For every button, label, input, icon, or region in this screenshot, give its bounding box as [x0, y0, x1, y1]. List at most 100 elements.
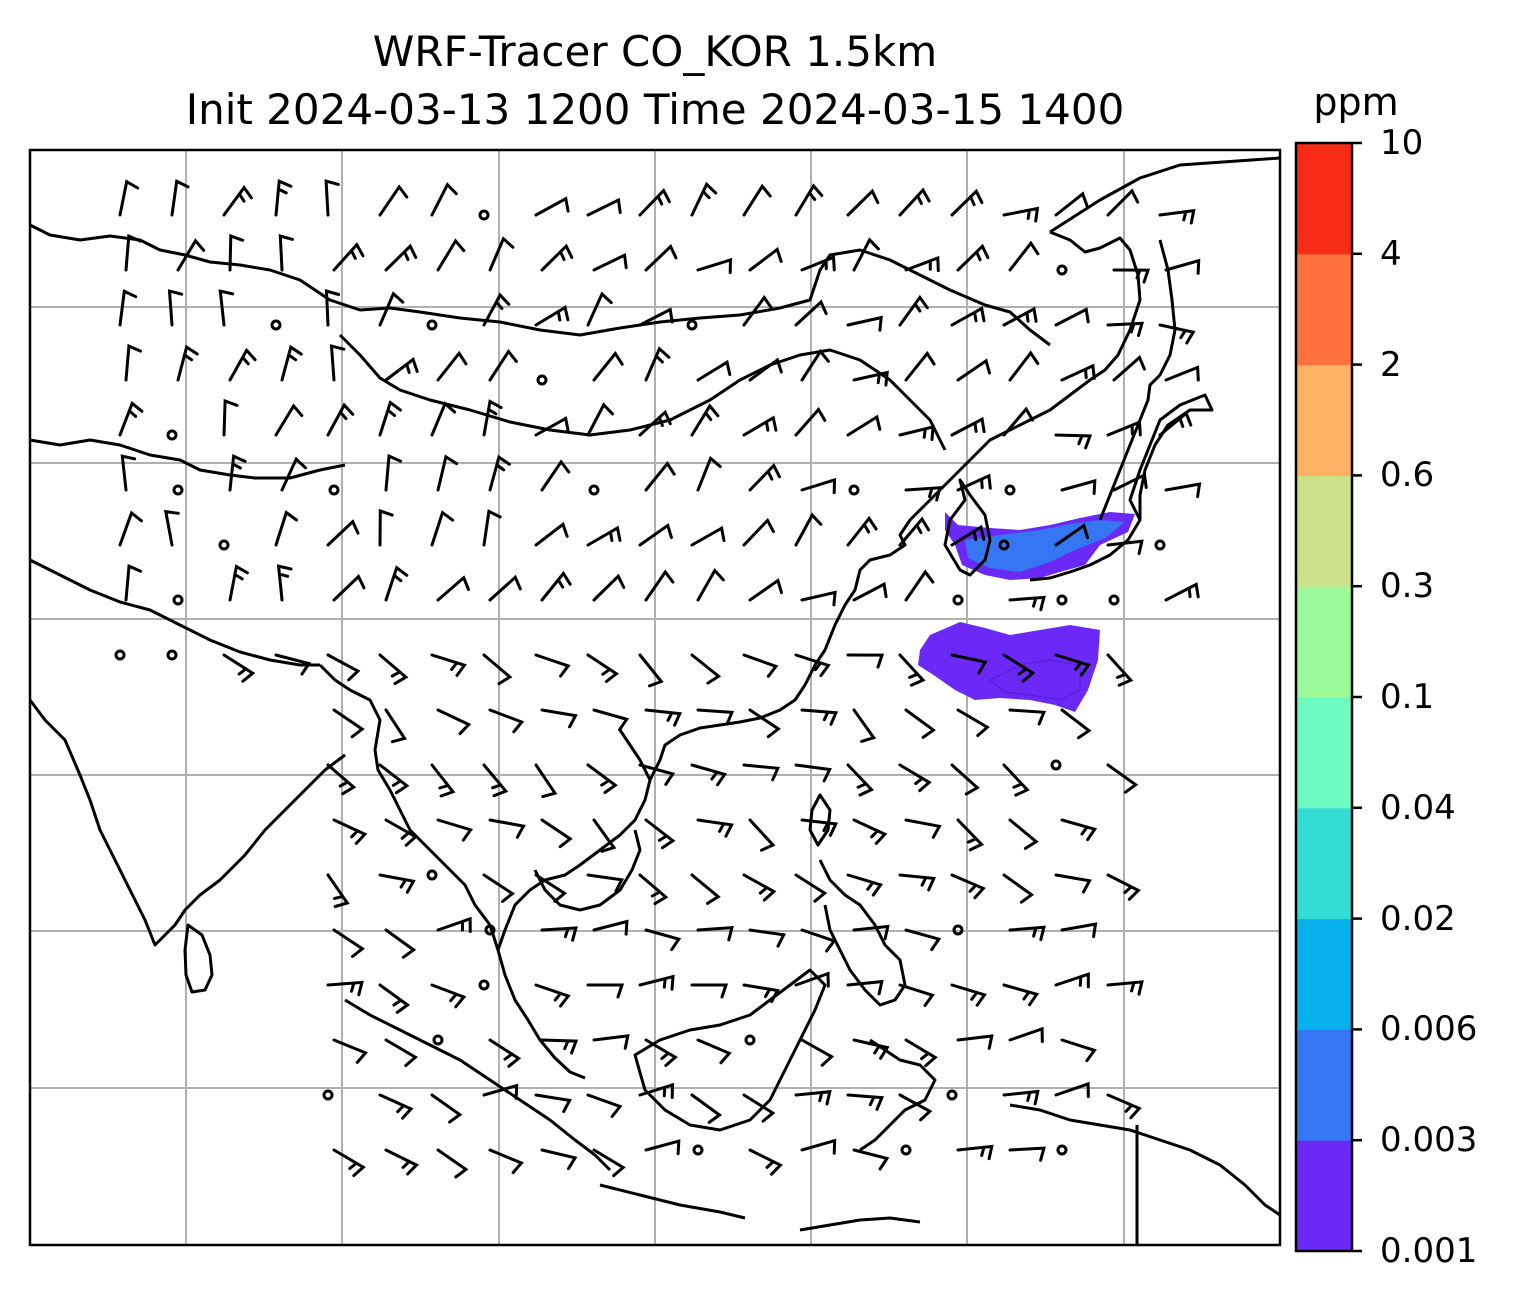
wind-barb [1158, 410, 1193, 437]
wind-barb [1054, 307, 1090, 327]
wind-barb [430, 763, 456, 798]
wind-barb [1008, 350, 1040, 382]
wind-barb [430, 983, 467, 1009]
colorbar-frame [1294, 141, 1354, 1253]
wind-barb [852, 818, 888, 845]
wind-barb [540, 570, 572, 602]
coast-northeast-russia [1049, 156, 1281, 234]
wind-barb [540, 1148, 578, 1171]
wind-barb [956, 473, 992, 492]
wind-barb [167, 289, 184, 327]
wind-barb [644, 243, 678, 272]
wind-barb [742, 1093, 776, 1123]
wind-barb [482, 653, 513, 686]
calm-wind-marker [1108, 594, 1120, 606]
calm-wind-marker [432, 1034, 444, 1046]
wind-barb [1106, 188, 1140, 217]
co-plume [918, 512, 1135, 712]
wind-barb [696, 708, 735, 726]
wind-barb [696, 567, 725, 602]
wind-barb [276, 564, 293, 602]
wind-barb [1060, 1038, 1097, 1063]
calm-wind-marker [478, 209, 490, 221]
wind-barb [898, 187, 931, 217]
wind-barb [1106, 873, 1141, 901]
coast-new-guinea [1009, 1103, 1281, 1217]
wind-barb [690, 181, 718, 217]
wind-barb [852, 237, 880, 272]
calm-wind-marker [172, 484, 184, 496]
wind-barb [488, 348, 518, 382]
wind-barb [904, 928, 942, 952]
wind-barb [800, 1138, 837, 1155]
wind-barb [534, 1093, 572, 1114]
wind-barb [748, 463, 781, 492]
wind-barb [218, 289, 235, 327]
wind-barb [540, 818, 573, 849]
wind-barb [1054, 873, 1092, 894]
wind-barb [540, 708, 578, 729]
wind-barb [644, 1038, 678, 1067]
wind-barb [326, 980, 364, 997]
wind-barb [540, 926, 578, 942]
wind-barb [852, 1148, 890, 1171]
wind-barb [592, 919, 629, 936]
wind-barb [898, 763, 932, 793]
wind-barb [482, 509, 502, 547]
wind-barb [1008, 240, 1040, 272]
calm-wind-marker [946, 1089, 958, 1101]
wind-barb [436, 708, 472, 736]
wind-barb [696, 359, 732, 382]
wind-barb [430, 401, 457, 437]
wind-barb [274, 510, 298, 547]
wind-barb [1060, 363, 1096, 382]
wind-barb [482, 399, 503, 437]
wind-barb [592, 818, 617, 853]
wind-barb [274, 653, 312, 676]
wind-barb [644, 818, 676, 850]
calm-wind-marker [114, 649, 126, 661]
wind-barb [324, 179, 340, 217]
colorbar [1296, 141, 1362, 1253]
wind-barb [794, 512, 823, 547]
wind-barb [904, 1038, 938, 1068]
wind-barb [534, 653, 571, 678]
wind-barb [378, 983, 411, 1014]
calm-wind-marker [166, 649, 178, 661]
wind-barb [846, 873, 884, 897]
wind-barb [846, 763, 875, 797]
wind-barb [904, 818, 942, 839]
wind-barb [482, 1083, 519, 1100]
colorbar-band [1296, 364, 1352, 476]
wind-barb [430, 510, 455, 547]
wind-barb [170, 179, 190, 217]
wind-barb [644, 569, 675, 602]
wind-barb [384, 708, 407, 744]
wind-barb [1106, 763, 1139, 794]
wind-barb [1008, 925, 1046, 942]
wind-barb [436, 916, 472, 933]
colorbar-band [1296, 1029, 1352, 1141]
wind-barb [904, 486, 942, 502]
coast-sulawesi [859, 1038, 937, 1152]
wind-barb [800, 708, 839, 726]
wind-barb [696, 818, 734, 838]
wind-barb [430, 1093, 463, 1124]
wind-barb [324, 288, 341, 327]
colorbar-band [1296, 253, 1352, 366]
wind-barb [1158, 208, 1196, 225]
wind-barb [690, 525, 726, 547]
border-central-asia [29, 438, 346, 480]
wind-barb [794, 299, 828, 327]
wind-barb [280, 344, 303, 382]
wind-barb [118, 400, 144, 437]
wind-barb [378, 763, 410, 795]
wind-barb [534, 521, 569, 547]
wind-barb [586, 1093, 623, 1118]
colorbar-band [1296, 143, 1352, 255]
wind-barb [852, 708, 877, 743]
colorbar-tick-label: 0.1 [1380, 677, 1435, 717]
wind-barb [488, 574, 522, 602]
colorbar-tick-label: 0.6 [1380, 455, 1435, 496]
wind-barb [846, 979, 884, 996]
